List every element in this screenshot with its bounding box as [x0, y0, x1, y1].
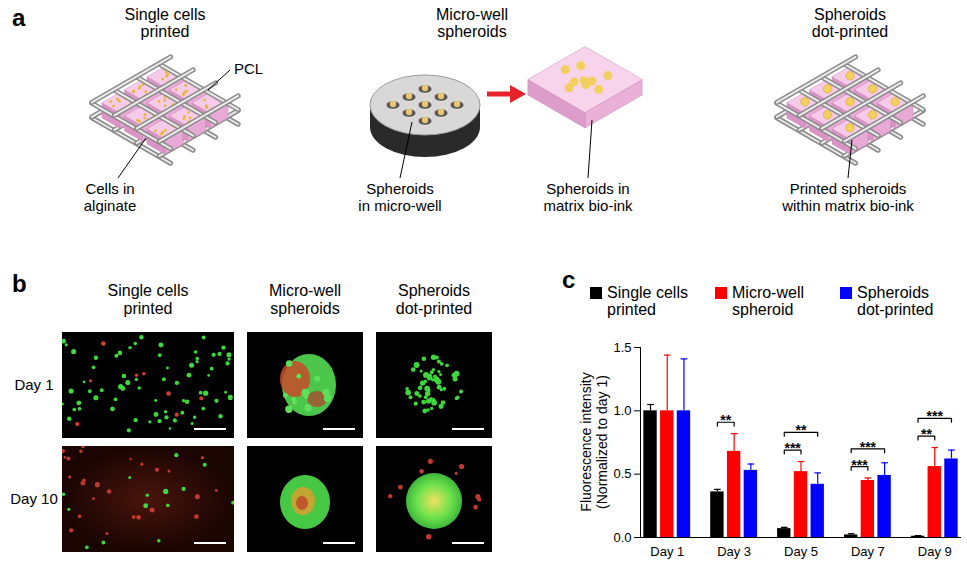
svg-text:Spheroids inmatrix bio-ink: Spheroids inmatrix bio-ink — [543, 180, 633, 214]
svg-text:Spheroidsin micro-well: Spheroidsin micro-well — [358, 180, 441, 214]
svg-text:Micro-wellspheroids: Micro-wellspheroids — [269, 282, 341, 317]
svg-text:Micro-wellspheroids: Micro-wellspheroids — [436, 6, 508, 40]
svg-text:1.5: 1.5 — [613, 340, 631, 355]
svg-text:0.5: 0.5 — [613, 466, 631, 481]
svg-text:b: b — [12, 270, 27, 297]
svg-text:Spheroidsdot-printed: Spheroidsdot-printed — [396, 282, 473, 317]
svg-text:Single cellsprinted: Single cellsprinted — [108, 282, 189, 317]
svg-text:Day 1: Day 1 — [650, 544, 684, 559]
svg-text:Day 10: Day 10 — [10, 490, 58, 507]
svg-text:a: a — [12, 4, 26, 31]
svg-text:Spheroidsdot-printed: Spheroidsdot-printed — [812, 6, 889, 40]
svg-text:***: *** — [927, 408, 944, 424]
svg-text:Cells inalginate: Cells inalginate — [84, 180, 137, 214]
svg-text:Day 5: Day 5 — [784, 544, 818, 559]
svg-text:***: *** — [860, 439, 877, 455]
svg-text:PCL: PCL — [234, 60, 263, 77]
svg-text:Day 9: Day 9 — [918, 544, 952, 559]
svg-text:***: *** — [851, 457, 868, 473]
svg-text:1.0: 1.0 — [613, 403, 631, 418]
svg-text:0.0: 0.0 — [613, 530, 631, 545]
html-text:Single cells printed: Single cells printed — [607, 284, 688, 318]
html-text:c: c — [562, 266, 576, 293]
svg-text:Day 7: Day 7 — [851, 544, 885, 559]
svg-text:Printed spheroidswithin matrix: Printed spheroidswithin matrix bio-ink — [781, 180, 914, 214]
svg-text:**: ** — [796, 422, 807, 438]
svg-text:Day 3: Day 3 — [717, 544, 751, 559]
svg-text:Day 1: Day 1 — [14, 376, 53, 393]
svg-text:**: ** — [720, 412, 731, 428]
html-text:(Normalized to day 1): (Normalized to day 1) — [594, 375, 610, 509]
html-text:Fluorescence intensity: Fluorescence intensity — [578, 372, 594, 512]
svg-text:Single cellsprinted: Single cellsprinted — [125, 6, 206, 40]
svg-text:***: *** — [784, 440, 801, 456]
svg-text:**: ** — [921, 426, 932, 442]
html-text:Spheroids dot-printed: Spheroids dot-printed — [857, 284, 934, 318]
html-text:Micro-well spheroid: Micro-well spheroid — [732, 284, 804, 318]
